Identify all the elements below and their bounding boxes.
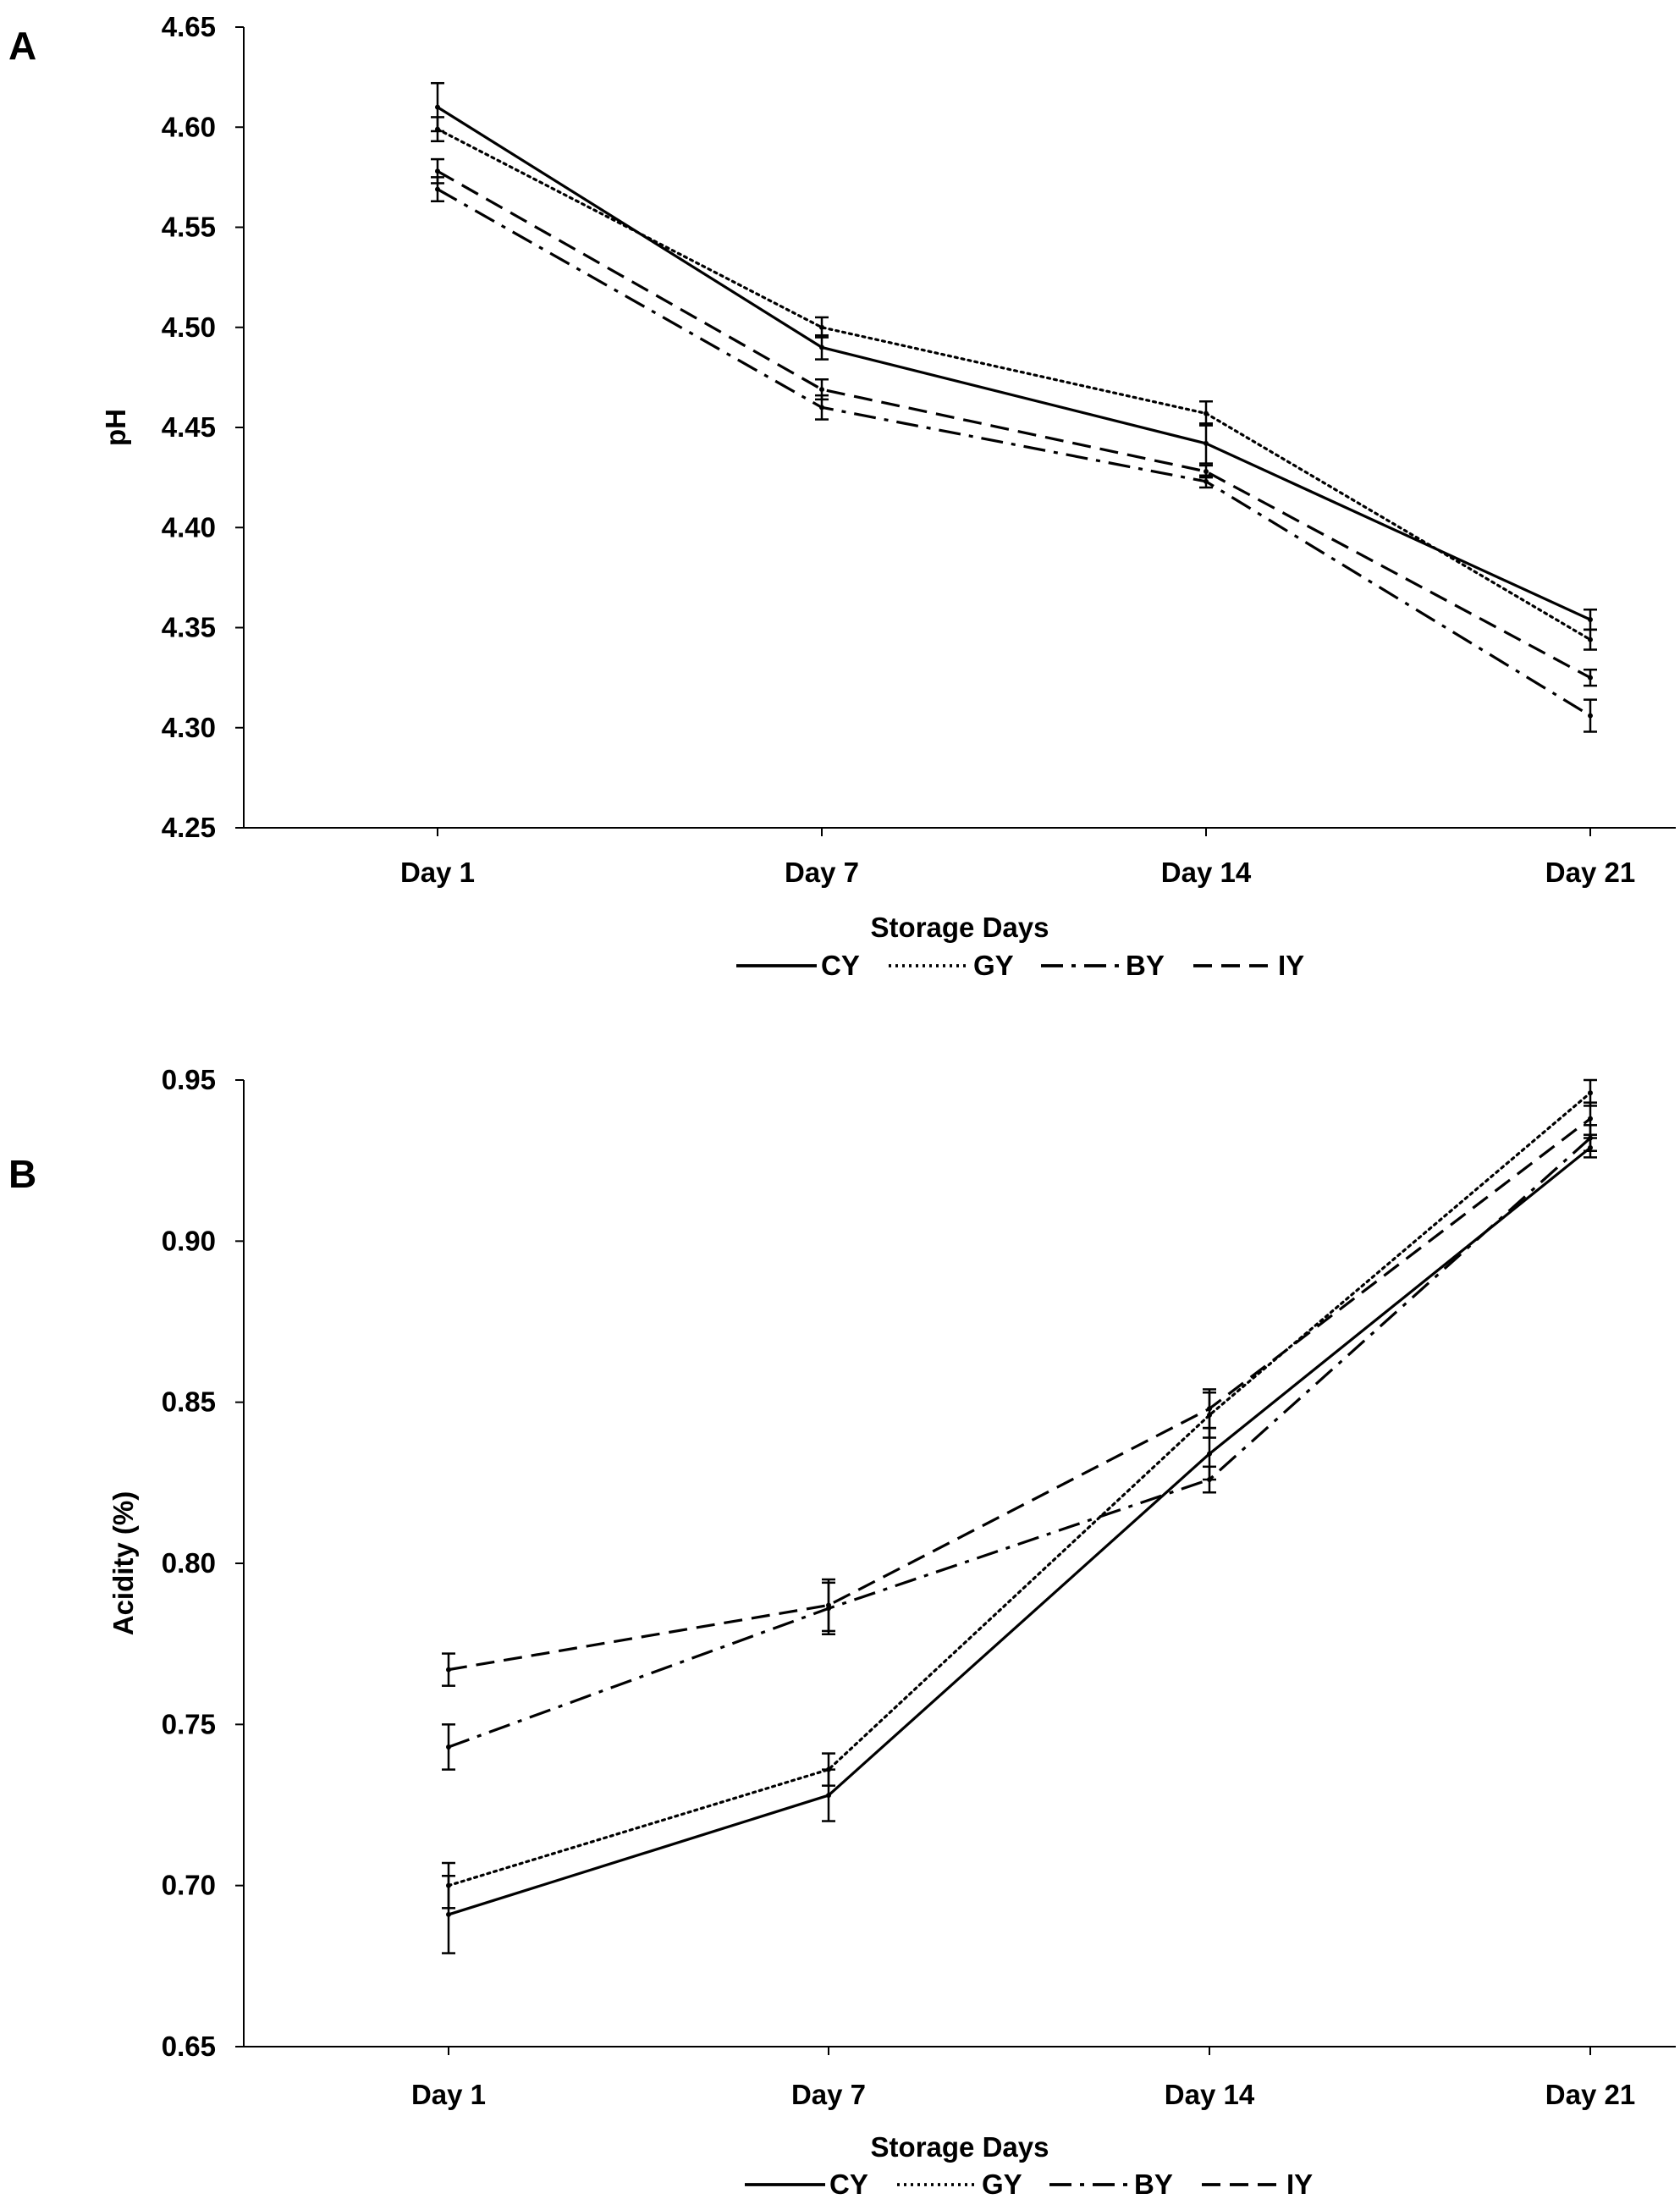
panel-a-y-tick-label: 4.55 xyxy=(162,212,216,243)
panel-a-legend: CY GY BY IY xyxy=(736,950,1304,981)
panel-a-letter: A xyxy=(8,24,36,68)
panel-a-legend-label-cy: CY xyxy=(821,950,860,981)
panel-b-series-line-iy xyxy=(448,1117,1591,1672)
panel-a-series-cy xyxy=(431,81,1597,631)
panel-b: B 0.65 0.70 0.75 0.80 0.85 0.90 0.95 Day 1 Day 7 D… xyxy=(8,1064,1676,2200)
panel-a-legend-label-iy: IY xyxy=(1278,950,1304,981)
panel-a-y-tick-label: 4.50 xyxy=(162,311,216,343)
panel-a: A 4.25 4.30 4.35 4.40 4.45 4.50 4.55 4.60 4.65 Day… xyxy=(8,11,1676,981)
panel-b-x-tick-label: Day 1 xyxy=(411,2079,486,2110)
panel-a-y-axis-title: pH xyxy=(100,409,131,446)
panel-b-legend-label-gy: GY xyxy=(982,2169,1022,2200)
panel-b-legend-label-cy: CY xyxy=(829,2169,868,2200)
panel-a-series-line-by xyxy=(437,188,1591,717)
panel-a-y-tick-label: 4.40 xyxy=(162,511,216,543)
panel-b-y-tick-label: 0.70 xyxy=(162,1870,216,1901)
panel-b-x-axis-title: Storage Days xyxy=(871,2131,1049,2163)
panel-a-x-axis-title: Storage Days xyxy=(871,912,1049,943)
panel-b-y-tick-label: 0.80 xyxy=(162,1547,216,1579)
panel-b-x-tick-label: Day 7 xyxy=(791,2079,866,2110)
panel-a-x-tick-label: Day 21 xyxy=(1545,857,1635,888)
panel-b-series-iy xyxy=(442,1101,1597,1687)
panel-a-x-tick-label: Day 1 xyxy=(400,857,475,888)
panel-a-series-by xyxy=(431,176,1597,733)
panel-b-y-tick-label: 0.65 xyxy=(162,2031,216,2062)
panel-b-y-tick-label: 0.75 xyxy=(162,1708,216,1739)
panel-a-x-tick-label: Day 7 xyxy=(785,857,859,888)
panel-a-series-line-cy xyxy=(437,106,1591,621)
panel-b-letter: B xyxy=(8,1152,36,1196)
panel-a-series-line-gy xyxy=(436,128,1592,642)
panel-a-y-tick-label: 4.45 xyxy=(162,411,216,443)
panel-b-legend-label-iy: IY xyxy=(1286,2169,1313,2200)
panel-a-legend-label-by: BY xyxy=(1126,950,1165,981)
panel-a-series-line-iy xyxy=(437,169,1591,680)
panel-a-y-tick-label: 4.60 xyxy=(162,111,216,142)
panel-b-series-line-by xyxy=(448,1137,1592,1749)
panel-b-y-tick-label: 0.85 xyxy=(162,1386,216,1418)
panel-a-y-tick-label: 4.65 xyxy=(162,11,216,42)
panel-b-series-cy xyxy=(442,1137,1597,1954)
panel-b-series-by xyxy=(442,1124,1597,1771)
panel-b-series-gy xyxy=(442,1078,1597,1910)
panel-a-y-tick-label: 4.25 xyxy=(162,812,216,843)
panel-b-legend-label-by: BY xyxy=(1134,2169,1173,2200)
panel-b-series-line-cy xyxy=(448,1146,1592,1916)
panel-b-y-tick-label: 0.90 xyxy=(162,1225,216,1256)
panel-a-y-tick-label: 4.30 xyxy=(162,712,216,743)
panel-b-x-tick-label: Day 14 xyxy=(1165,2079,1255,2110)
panel-a-y-tick-label: 4.35 xyxy=(162,612,216,643)
panel-a-series-gy xyxy=(431,116,1597,651)
panel-a-series-iy xyxy=(431,157,1597,687)
panel-b-y-tick-label: 0.95 xyxy=(162,1064,216,1095)
panel-a-legend-label-gy: GY xyxy=(973,950,1014,981)
panel-a-x-tick-label: Day 14 xyxy=(1161,857,1252,888)
panel-b-series-line-gy xyxy=(447,1091,1592,1888)
panel-b-legend: CY GY BY IY xyxy=(745,2169,1313,2200)
panel-b-x-tick-label: Day 21 xyxy=(1545,2079,1635,2110)
panel-b-y-axis-title: Acidity (%) xyxy=(107,1491,139,1636)
